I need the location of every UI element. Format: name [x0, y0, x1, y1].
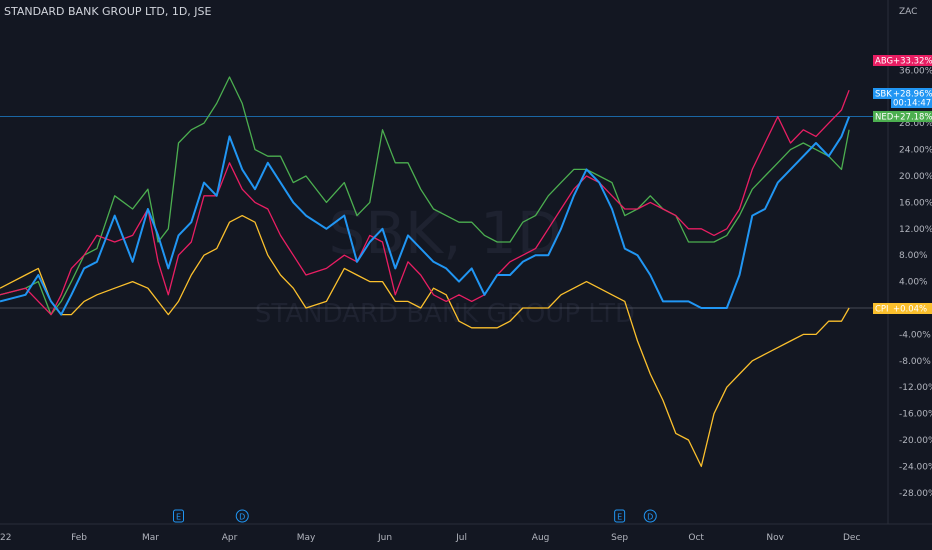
x-tick-label: Aug — [532, 533, 550, 543]
x-tick-label: May — [297, 533, 316, 543]
earnings-marker[interactable]: E — [614, 509, 626, 523]
x-tick-label: 22 — [0, 533, 11, 543]
series-tag-cpi: CPI +0.04% — [873, 303, 932, 315]
x-tick-label: Jul — [455, 533, 467, 543]
y-tick-label: -24.00% — [899, 462, 932, 472]
event-marker-label: E — [176, 513, 181, 522]
countdown-label: 00:14:47 — [893, 99, 931, 109]
series-tag-abg: ABG +33.32% — [873, 55, 932, 67]
plot-area — [0, 116, 888, 309]
series-tag-name: SBK — [875, 90, 892, 100]
event-marker-label: D — [647, 513, 653, 522]
y-tick-label: 4.00% — [899, 278, 928, 288]
series-line-abg — [0, 89, 850, 316]
x-tick-label: Oct — [688, 533, 704, 543]
dividend-marker[interactable]: D — [643, 509, 657, 523]
chart-title: STANDARD BANK GROUP LTD, 1D, JSE — [4, 5, 212, 18]
series-tag-value: +28.96% — [893, 90, 932, 100]
x-tick-label: Mar — [142, 533, 159, 543]
event-marker-label: E — [617, 513, 622, 522]
time-axis[interactable]: 22 Feb Mar Apr May Jun Jul Aug Sep Oct Nov Dec — [0, 533, 860, 543]
y-tick-label: -8.00% — [899, 357, 931, 367]
y-tick-label: 36.00% — [899, 66, 932, 76]
x-tick-label: Sep — [611, 533, 628, 543]
series-tag-name: NED — [875, 113, 894, 123]
series-tag-name: CPI — [875, 305, 889, 315]
y-tick-label: 12.00% — [899, 225, 932, 235]
y-tick-label: 28.00% — [899, 119, 932, 129]
series-tags: SBK +28.96%00:14:47 ABG +33.32% NED +27.18% CP… — [873, 55, 932, 315]
series-tag-name: ABG — [875, 57, 893, 67]
event-marker-label: D — [239, 513, 245, 522]
y-tick-label: 20.00% — [899, 172, 932, 182]
y-tick-label: -16.00% — [899, 410, 932, 420]
series-tag-ned: NED +27.18% — [873, 111, 932, 123]
y-tick-label: -4.00% — [899, 330, 931, 340]
series-tag-value: +33.32% — [893, 57, 932, 67]
currency-label: ZAC — [899, 7, 917, 17]
y-tick-label: -20.00% — [899, 436, 932, 446]
y-tick-label: -28.00% — [899, 489, 932, 499]
dividend-marker[interactable]: D — [235, 509, 249, 523]
y-tick-label: 24.00% — [899, 146, 932, 156]
x-tick-label: Feb — [71, 533, 87, 543]
series-line-sbk — [0, 116, 851, 316]
x-tick-label: Apr — [222, 533, 238, 543]
x-tick-label: Nov — [766, 533, 784, 543]
series-tag-sbk: SBK +28.96%00:14:47 — [873, 88, 932, 109]
x-tick-label: Dec — [843, 533, 860, 543]
y-tick-label: 8.00% — [899, 251, 928, 261]
series-tag-value: +27.18% — [893, 113, 932, 123]
series-line-cpi — [0, 214, 850, 468]
y-tick-label: -12.00% — [899, 383, 932, 393]
x-tick-label: Jun — [377, 533, 392, 543]
series-lines — [0, 76, 851, 468]
y-tick-label: 16.00% — [899, 198, 932, 208]
earnings-marker[interactable]: E — [173, 509, 184, 523]
series-tag-value: +0.04% — [893, 305, 927, 315]
watermark-name: STANDARD BANK GROUP LTD — [255, 299, 635, 329]
